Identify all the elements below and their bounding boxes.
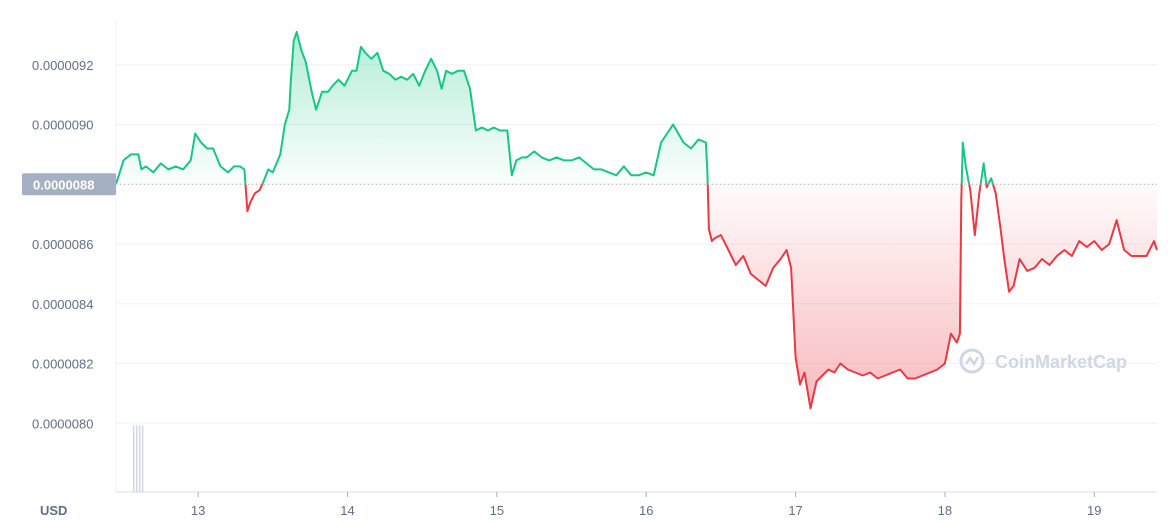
x-axis-ticks: 13 14 15 16 17 18 19 [191,492,1102,518]
grid-lines [115,20,1157,493]
volume-bar [141,425,144,492]
watermark-text: CoinMarketCap [995,352,1127,372]
volume-bar [135,425,138,492]
reference-price-badge: 0.0000088 [22,173,116,196]
y-tick-label: 0.0000086 [32,237,93,252]
y-tick-label: 0.0000092 [32,58,93,73]
y-tick-label: 0.0000082 [32,357,93,372]
x-tick-label: 19 [1087,503,1101,518]
watermark: CoinMarketCap [959,348,1127,374]
price-line-above-reference [115,30,995,185]
x-tick-label: 17 [788,503,802,518]
x-tick-label: 16 [639,503,653,518]
price-area-above-reference [116,31,1157,185]
x-tick-label: 18 [938,503,952,518]
reference-price-badge-bg [22,173,116,196]
x-tick-label: 14 [340,503,354,518]
currency-label: USD [40,503,67,518]
coinmarketcap-logo-icon [959,348,985,374]
y-tick-label: 0.0000090 [32,118,93,133]
price-area-below-reference [245,184,1157,409]
y-axis-ticks: 0.0000080 0.0000082 0.0000084 0.0000086 0.00… [32,58,93,431]
x-tick-label: 15 [490,503,504,518]
x-tick-label: 13 [191,503,205,518]
volume-bars [132,425,144,492]
reference-price-label: 0.0000088 [33,177,94,192]
y-tick-label: 0.0000084 [32,297,93,312]
price-line-below-reference [116,184,1158,410]
volume-bar [138,425,141,492]
y-tick-label: 0.0000080 [32,416,93,431]
volume-bar [132,425,135,492]
